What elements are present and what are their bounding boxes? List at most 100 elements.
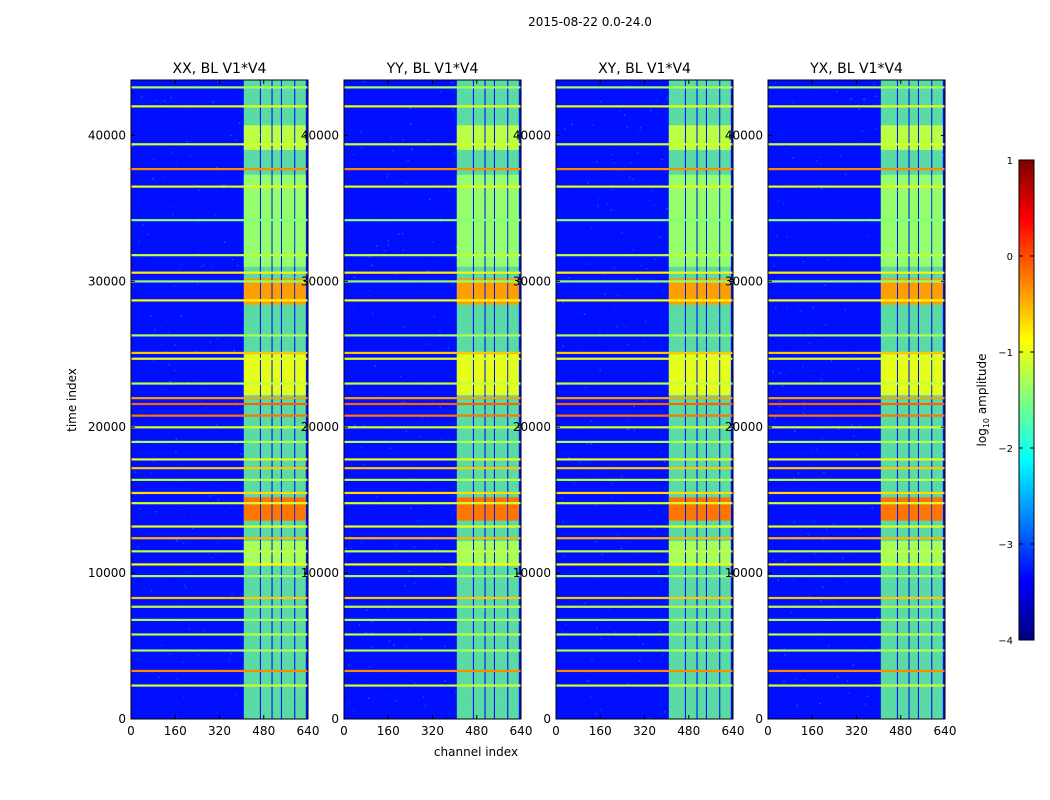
noise-speck [162, 242, 164, 244]
noise-speck [175, 164, 178, 167]
bright-block [473, 354, 485, 396]
noise-speck [644, 604, 646, 606]
noise-speck [595, 389, 597, 392]
rfi-line [768, 633, 945, 636]
rfi-line [344, 525, 521, 528]
noise-speck [781, 385, 784, 387]
noise-speck [942, 416, 944, 418]
noise-speck [164, 108, 166, 110]
rfi-line [768, 185, 945, 188]
noise-speck [196, 374, 199, 376]
noise-speck [441, 437, 443, 440]
bright-block [495, 354, 508, 396]
noise-speck [215, 171, 218, 173]
noise-speck [558, 520, 560, 522]
noise-speck [137, 580, 139, 582]
noise-speck [820, 187, 823, 190]
noise-speck [784, 654, 786, 656]
noise-speck [587, 135, 589, 137]
noise-speck [196, 666, 199, 669]
noise-speck [780, 430, 782, 432]
rfi-line [556, 478, 733, 481]
signal-band [685, 80, 697, 719]
noise-speck [572, 413, 574, 415]
noise-speck [425, 434, 428, 437]
rfi-line [344, 458, 521, 461]
noise-speck [666, 519, 669, 521]
noise-speck [827, 429, 829, 432]
noise-speck [649, 474, 651, 477]
noise-speck [577, 671, 580, 674]
noise-speck [455, 512, 458, 515]
rfi-line [768, 550, 945, 553]
noise-speck [368, 666, 371, 668]
noise-speck [360, 682, 362, 684]
noise-speck [145, 257, 147, 259]
noise-speck [828, 580, 831, 582]
noise-speck [719, 314, 721, 316]
noise-speck [403, 401, 405, 403]
noise-speck [170, 96, 173, 99]
noise-speck [943, 147, 945, 150]
noise-speck [408, 488, 411, 490]
noise-speck [351, 691, 354, 694]
noise-speck [663, 487, 665, 489]
rfi-line [344, 563, 521, 566]
noise-speck [153, 460, 155, 462]
noise-speck [359, 577, 362, 580]
noise-speck [411, 400, 413, 402]
noise-speck [787, 286, 789, 288]
noise-speck [427, 507, 429, 510]
noise-speck [657, 461, 659, 464]
noise-speck [614, 310, 617, 312]
noise-speck [569, 189, 572, 192]
noise-speck [562, 473, 564, 475]
noise-speck [564, 623, 567, 626]
noise-speck [611, 469, 613, 471]
noise-speck [647, 184, 649, 186]
rfi-line [768, 458, 945, 461]
noise-speck [802, 411, 805, 414]
noise-speck [433, 145, 436, 147]
noise-speck [773, 412, 775, 414]
noise-speck [422, 289, 425, 291]
noise-speck [213, 516, 216, 519]
noise-speck [364, 651, 367, 654]
noise-speck [506, 307, 509, 310]
rfi-line [131, 537, 308, 540]
y-tick-label: 10000 [513, 566, 551, 580]
noise-speck [366, 314, 369, 316]
noise-speck [372, 697, 374, 700]
noise-speck [235, 629, 238, 631]
rfi-line [768, 86, 945, 89]
noise-speck [180, 315, 182, 317]
noise-speck [445, 195, 448, 198]
noise-speck [942, 449, 945, 452]
noise-speck [580, 609, 583, 611]
noise-speck [590, 447, 593, 449]
noise-speck [600, 637, 603, 640]
bright-block [932, 497, 943, 521]
noise-speck [802, 332, 805, 334]
noise-speck [134, 471, 137, 474]
noise-speck [388, 173, 390, 175]
noise-speck [862, 137, 864, 140]
noise-speck [162, 362, 164, 365]
noise-speck [451, 381, 454, 384]
noise-speck [563, 91, 566, 94]
rfi-line [344, 684, 521, 687]
noise-speck [243, 337, 245, 340]
noise-speck [824, 291, 827, 294]
noise-speck [204, 630, 206, 632]
noise-speck [484, 410, 486, 412]
figure-suptitle: 2015-08-22 0.0-24.0 [528, 15, 652, 29]
noise-speck [151, 418, 154, 421]
noise-speck [434, 421, 436, 424]
noise-speck [133, 488, 136, 491]
noise-speck [430, 309, 433, 312]
noise-speck [188, 149, 190, 151]
noise-speck [848, 456, 850, 458]
noise-speck [259, 166, 262, 168]
noise-speck [586, 442, 589, 444]
noise-speck [790, 367, 792, 370]
